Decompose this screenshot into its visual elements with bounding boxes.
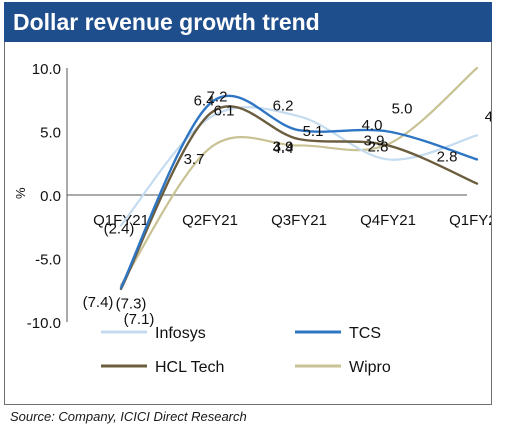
x-tick-label: Q1FY21	[93, 212, 149, 229]
data-label: 4.4	[273, 140, 294, 157]
y-axis-label: %	[13, 187, 28, 199]
legend-label: Wipro	[349, 359, 391, 376]
data-label: (7.3)	[116, 296, 147, 313]
data-label: 4.0	[362, 117, 383, 134]
data-label: 2.8	[368, 138, 389, 155]
y-tick-label: 0.0	[40, 188, 61, 205]
data-label: (2.4)	[104, 220, 135, 237]
data-label: 6.1	[214, 103, 235, 120]
data-label: 6.4	[194, 93, 215, 110]
x-tick-label: Q2FY21	[182, 212, 238, 229]
y-tick-label: 10.0	[32, 61, 61, 78]
line-chart: 10.0 5.0 0.0 -5.0 -10.0% Q1FY21 Q2FY21 Q3FY21 Q4…	[13, 61, 491, 376]
legend-label: TCS	[349, 325, 381, 342]
data-label: 6.2	[273, 97, 294, 114]
x-tick-label: Q3FY21	[271, 212, 327, 229]
legend-label: HCL Tech	[155, 359, 224, 376]
x-tick-label: Q1FY22	[449, 212, 491, 229]
series-line-tcs	[119, 94, 479, 289]
series-line-hcl-tech	[119, 105, 479, 291]
data-label: (7.4)	[83, 294, 114, 311]
chart-title-bar: Dollar revenue growth trend	[4, 2, 492, 42]
legend-label: Infosys	[155, 325, 206, 342]
chart-title: Dollar revenue growth trend	[13, 9, 320, 35]
data-label: 5.0	[392, 101, 413, 118]
data-label: 7.2	[207, 89, 228, 106]
series-line-wipro	[119, 66, 479, 287]
data-label: 4.7	[485, 108, 491, 125]
data-label: 3.9	[273, 138, 294, 155]
source-note: Source: Company, ICICI Direct Research	[10, 409, 247, 424]
chart-frame: 10.0 5.0 0.0 -5.0 -10.0% Q1FY21 Q2FY21 Q3FY21 Q4…	[4, 42, 492, 404]
series-line-infosys	[119, 106, 479, 227]
data-label: 2.8	[437, 148, 458, 165]
y-tick-label: -10.0	[27, 315, 61, 332]
data-label: 3.7	[184, 151, 205, 168]
y-tick-label: 5.0	[40, 125, 61, 142]
y-tick-label: -5.0	[35, 252, 61, 269]
x-tick-label: Q4FY21	[360, 212, 416, 229]
data-label: (7.1)	[124, 311, 155, 328]
data-label: 5.1	[303, 123, 324, 140]
data-label: 3.9	[364, 132, 385, 149]
source-divider	[4, 404, 492, 405]
